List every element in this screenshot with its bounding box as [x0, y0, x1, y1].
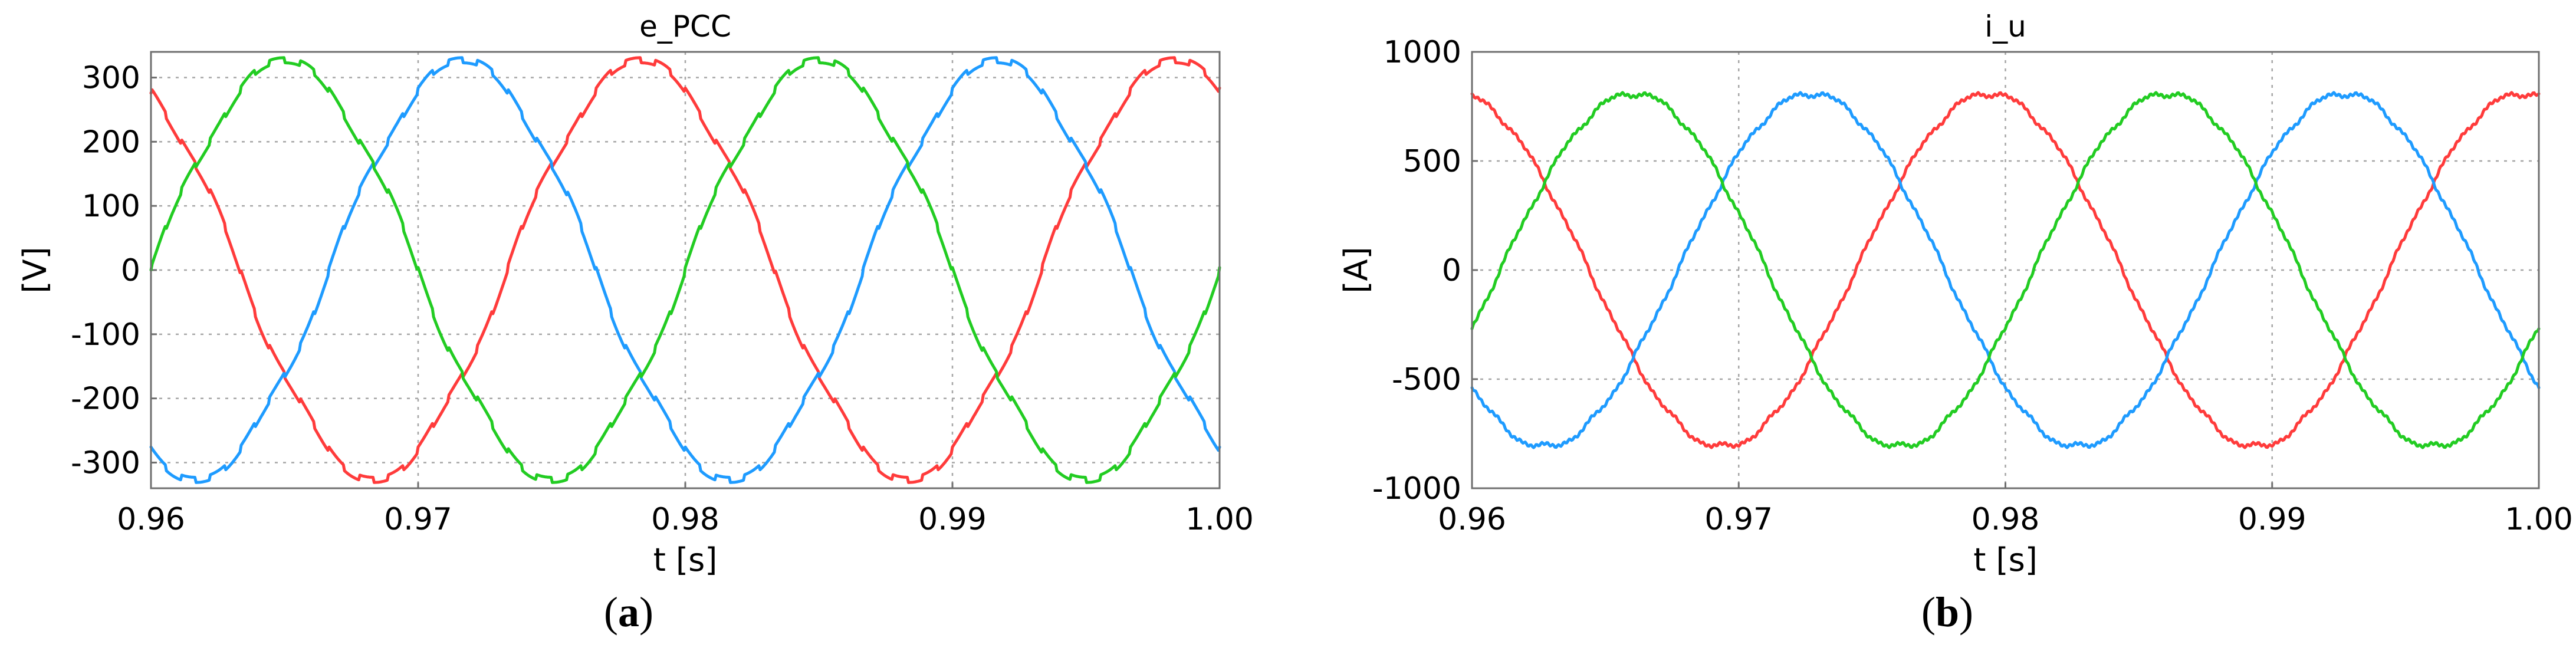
y-tick-label: -100 — [71, 317, 140, 353]
x-tick-label: 0.99 — [2238, 502, 2306, 537]
series-line-1 — [1470, 91, 2541, 449]
y-tick-label: 100 — [82, 189, 140, 224]
x-tick-label: 1.00 — [1185, 502, 1254, 537]
plot-area-frame — [1471, 51, 2540, 489]
panel-letter: a — [618, 588, 639, 636]
x-tick-label: 0.96 — [117, 502, 185, 537]
chart-panel-1: e_PCC 300 200 100 0 -100 -200 -300 0.96 0.97 0.98 0… — [17, 9, 1254, 636]
y-tick-label: -500 — [1392, 362, 1461, 397]
series-line-2 — [149, 56, 1221, 484]
panel-caption: (a) — [604, 588, 653, 636]
series-line-1 — [149, 56, 1221, 484]
plot-area-frame — [150, 51, 1221, 489]
x-tick-label: 0.97 — [1704, 502, 1773, 537]
y-tick-label: 0 — [121, 253, 140, 288]
x-tick-label: 0.99 — [918, 502, 987, 537]
series-line-3 — [1470, 91, 2541, 449]
y-tick-label: 1000 — [1384, 35, 1461, 70]
y-axis-label: [V] — [17, 246, 54, 293]
y-tick-label: -200 — [71, 382, 140, 417]
y-axis-label: [A] — [1338, 246, 1375, 293]
x-tick-label: 0.98 — [651, 502, 719, 537]
x-axis-label: t [s] — [653, 541, 718, 578]
x-tick-label: 0.96 — [1438, 502, 1506, 537]
panel-caption: (b) — [1921, 588, 1973, 636]
x-tick-label: 0.97 — [384, 502, 452, 537]
y-tick-label: -300 — [71, 445, 140, 481]
x-tick-label: 0.98 — [1972, 502, 2040, 537]
y-tick-label: 300 — [82, 61, 140, 96]
series-line-3 — [149, 56, 1221, 484]
y-tick-label: 0 — [1442, 253, 1461, 288]
x-axis-label: t [s] — [1973, 541, 2038, 578]
y-tick-label: -1000 — [1372, 471, 1461, 507]
y-tick-label: 200 — [82, 124, 140, 160]
chart-title: i_u — [1984, 9, 2026, 44]
x-tick-label: 1.00 — [2505, 502, 2573, 537]
series-line-2 — [1470, 91, 2541, 449]
chart-title: e_PCC — [639, 9, 731, 44]
y-tick-label: 500 — [1403, 144, 1461, 179]
panel-letter: b — [1936, 588, 1959, 636]
